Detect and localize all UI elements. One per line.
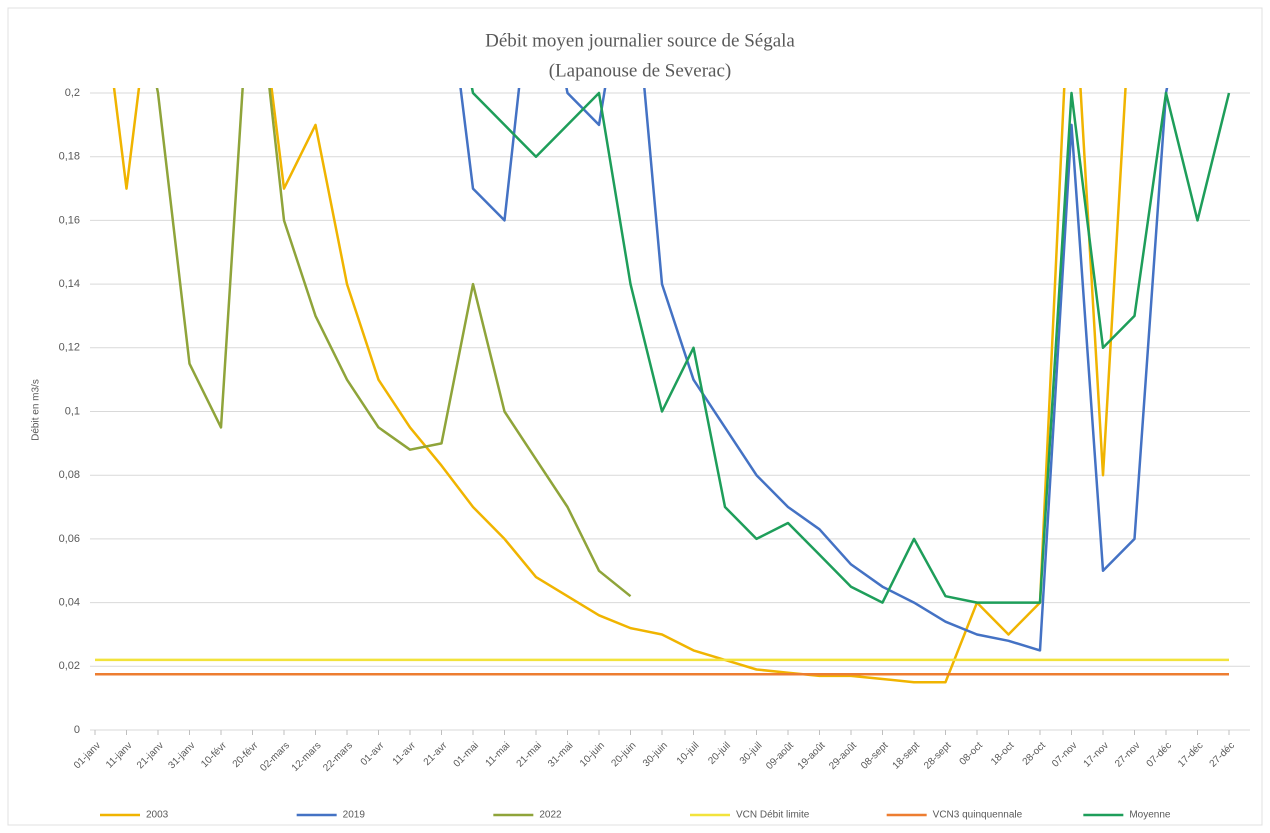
series-line	[155, 88, 632, 598]
legend-label: 2019	[343, 810, 366, 821]
y-tick-label: 0,04	[59, 597, 80, 609]
series-line	[470, 88, 1231, 604]
legend-label: Moyenne	[1129, 810, 1171, 821]
legend-label: 2003	[146, 810, 169, 821]
chart-frame	[7, 7, 1263, 826]
legend-label: VCN Débit limite	[736, 810, 810, 821]
y-tick-label: 0	[74, 724, 80, 736]
y-tick-label: 0,2	[65, 87, 80, 99]
y-tick-label: 0,1	[65, 405, 80, 417]
y-tick-label: 0,14	[59, 278, 80, 290]
legend-label: 2022	[539, 810, 562, 821]
chart-subtitle: (Lapanouse de Severac)	[549, 60, 732, 81]
y-tick-label: 0,12	[59, 342, 80, 354]
series-line	[459, 88, 1169, 652]
y-tick-label: 0,08	[59, 469, 80, 481]
y-tick-label: 0,02	[59, 660, 80, 672]
y-axis-label: Débit en m3/s	[31, 379, 42, 441]
y-tick-label: 0,06	[59, 533, 80, 545]
chart-title: Débit moyen journalier source de Ségala	[485, 30, 795, 51]
plot-area	[95, 88, 1231, 684]
legend-label: VCN3 quinquennale	[933, 810, 1023, 821]
y-tick-label: 0,18	[59, 151, 80, 163]
y-tick-label: 0,16	[59, 214, 80, 226]
